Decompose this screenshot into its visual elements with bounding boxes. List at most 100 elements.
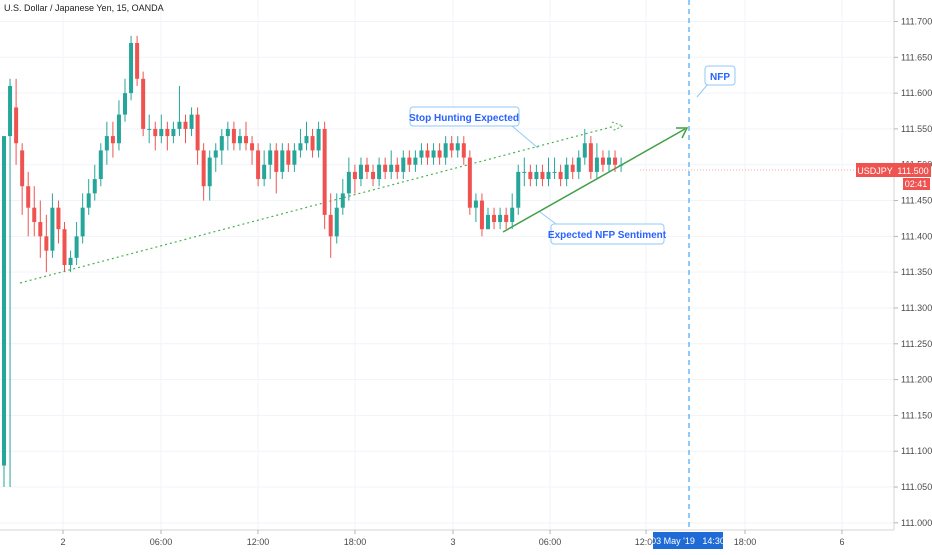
candle [237,128,242,151]
y-tick-label: 111.300 [901,303,932,313]
candle [68,250,73,273]
candle-body [431,150,436,158]
candle [116,100,121,151]
candle [461,136,466,165]
y-tick-label: 111.400 [901,231,932,241]
solid-trend-arrow[interactable] [502,128,686,233]
time-axis[interactable]: 2 06:00 12:00 18:00 3 06:00 12:00 18:00 6 [0,529,894,547]
candle-body [280,150,285,172]
x-tick-label: 18:00 [734,537,757,547]
candle-body [558,171,563,180]
candle-body [322,128,327,215]
candle [540,164,545,187]
candle [20,143,25,215]
candle [147,114,152,144]
y-tick-label: 111.200 [901,375,932,385]
y-tick-label: 111.000 [901,518,932,528]
candle-body [473,200,478,208]
candle [473,193,478,223]
candle-body [147,128,152,130]
y-tick-label: 111.550 [901,124,932,134]
candle [607,150,611,172]
candle [219,128,224,165]
candle [516,164,521,215]
candle [298,128,303,158]
annotation-expected-nfp[interactable]: Expected NFP Sentiment [539,211,667,245]
candle [183,114,188,144]
candle [570,157,575,180]
candles [2,35,624,488]
candle [431,143,436,165]
x-tick-label: 12:00 [635,537,658,547]
candle-body [298,143,303,151]
annotation-stop-hunting[interactable]: Stop Hunting Expected [409,106,539,149]
candle-body [516,171,521,208]
candle-body [195,114,200,151]
candle [365,157,369,180]
candle [437,143,442,165]
candle-body [594,157,599,172]
x-tick-label: 06:00 [539,537,562,547]
candle-body [86,193,91,208]
candle [50,193,55,258]
candle [171,121,176,144]
candle [177,85,182,137]
candle [377,157,382,187]
candle-body [449,143,454,151]
candle [582,128,587,165]
candle [552,157,557,180]
candle-body [377,164,382,180]
candle-body [383,164,388,172]
candle-body [201,150,206,187]
candle [449,136,454,158]
candle [8,78,13,488]
x-tick-label: 06:00 [150,537,173,547]
candle [528,164,533,187]
candle [358,157,363,187]
symbol-badge [856,163,895,177]
candle [2,136,6,488]
candle [165,121,170,151]
candle [455,136,460,158]
candle [86,179,91,215]
candle-body [328,214,333,237]
candle [395,157,400,180]
candle [588,136,593,180]
y-tick-label: 111.450 [901,196,932,206]
candle [195,107,200,165]
annotation-nfp[interactable]: NFP [696,65,736,98]
candle-body [231,128,236,144]
candle-body [455,143,460,151]
candle-body [237,136,242,144]
candle-body [219,136,224,151]
candle [292,143,297,172]
candle-body [310,136,315,151]
candle [62,222,67,273]
x-tick-label: 12:00 [247,537,270,547]
candle [619,157,624,172]
candle-body [98,150,103,180]
candle [600,150,605,172]
candle [250,136,255,165]
candle [304,121,309,151]
candle-body [244,136,248,144]
candle-body [256,150,261,180]
candle-body [153,128,158,137]
candle-body [588,143,593,172]
candle [98,143,103,187]
candle [14,78,19,165]
candle-body [225,128,230,137]
candle-body [262,164,267,180]
x-tick-label: 2 [60,537,65,547]
candle-body [401,157,406,172]
candle [153,121,158,151]
candle-body [32,207,37,223]
candle [123,78,127,122]
candle-body [316,128,321,151]
candle [322,121,327,230]
x-tick-label: 6 [839,537,844,547]
candle [92,164,97,201]
candle-body [20,150,25,187]
